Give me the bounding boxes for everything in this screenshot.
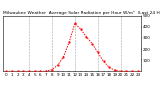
Text: Milwaukee Weather  Average Solar Radiation per Hour W/m²  (Last 24 Hours): Milwaukee Weather Average Solar Radiatio… (3, 11, 160, 15)
